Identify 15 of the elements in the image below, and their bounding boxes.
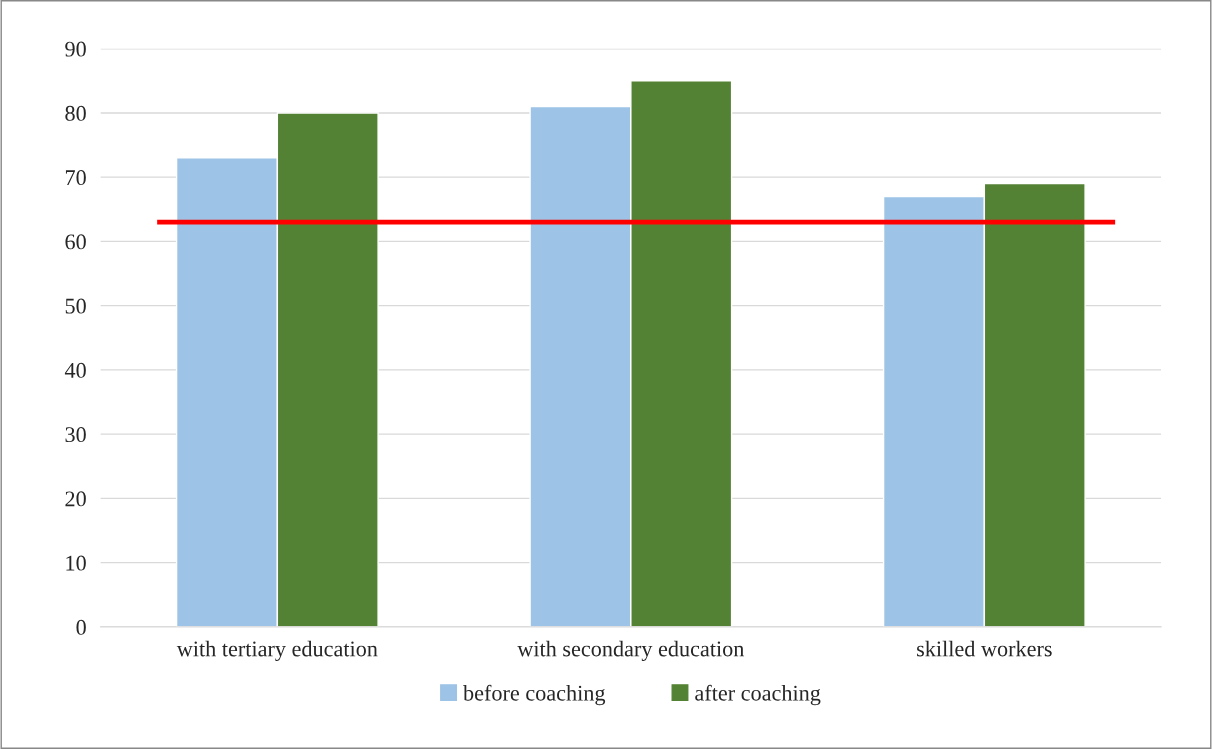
- y-tick-label: 80: [65, 105, 86, 121]
- x-tick-label: with secondary education: [517, 640, 745, 662]
- y-tick-label: 20: [65, 491, 86, 507]
- y-tick-label: 30: [65, 427, 86, 443]
- y-tick-label: 40: [64, 362, 86, 378]
- x-tick-label: skilled workers: [917, 640, 1052, 657]
- y-tick-label: 50: [65, 298, 86, 314]
- legend-label: after coaching: [695, 684, 821, 706]
- x-tick-label: with tertiary education: [176, 640, 378, 662]
- y-tick-label: 90: [65, 41, 86, 57]
- y-tick-label: 10: [66, 555, 86, 571]
- y-tick-label: 60: [65, 234, 86, 250]
- y-tick-label: 0: [76, 619, 86, 635]
- y-tick-label: 70: [65, 170, 86, 186]
- legend-label: before coaching: [463, 684, 606, 706]
